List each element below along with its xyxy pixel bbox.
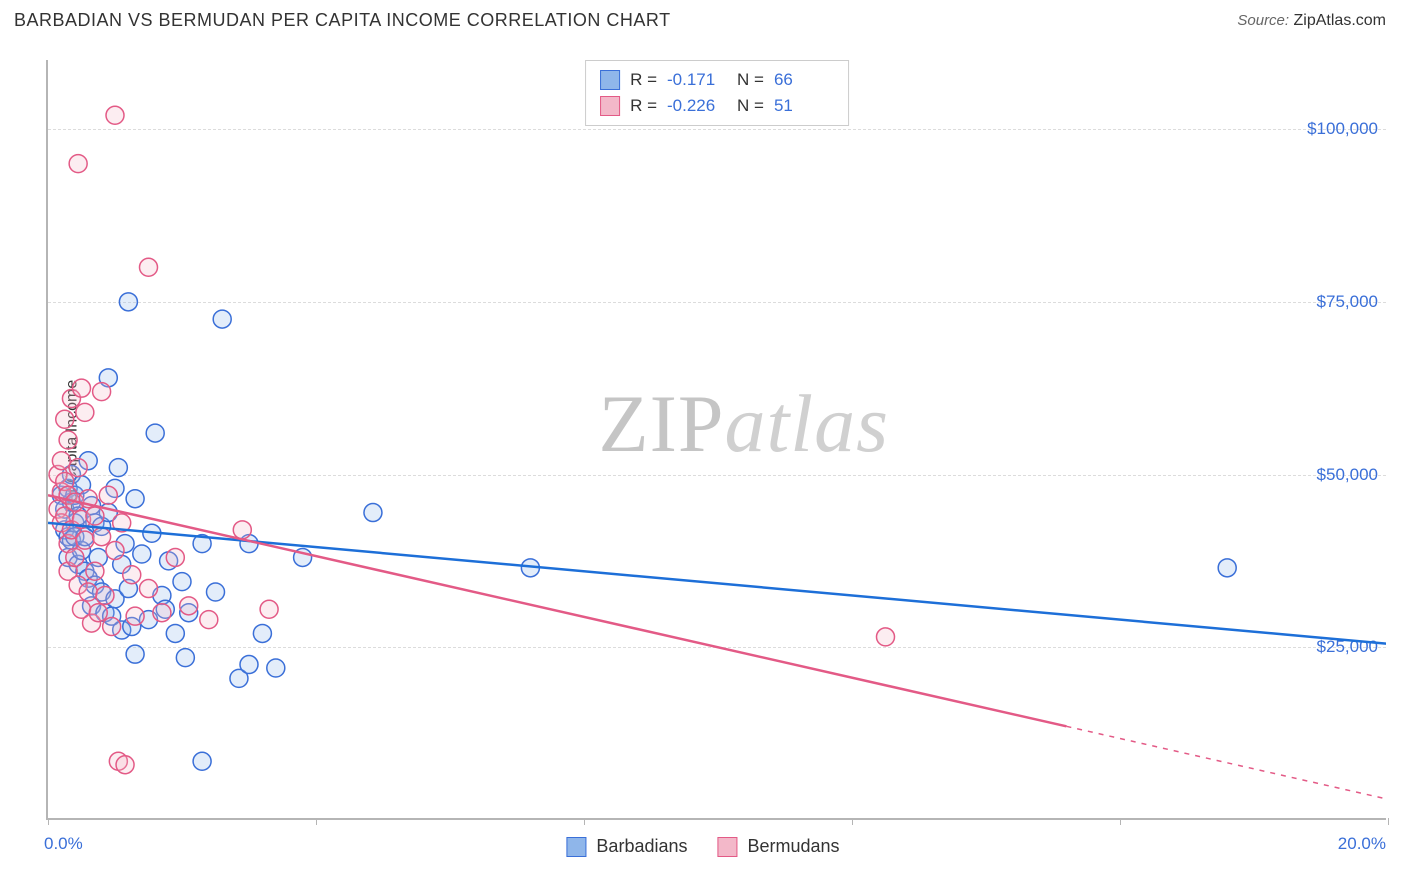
data-point [96,586,114,604]
data-point [79,583,97,601]
data-point [93,528,111,546]
x-tick-label-right: 20.0% [1338,834,1386,854]
n-value: 66 [774,67,834,93]
data-point [126,490,144,508]
r-label: R = [630,67,657,93]
source-value: ZipAtlas.com [1294,12,1386,29]
data-point [166,624,184,642]
stats-legend-row: R = -0.171 N = 66 [600,67,834,93]
data-point [200,611,218,629]
x-tick-mark [584,818,585,825]
data-point [76,403,94,421]
data-point [52,452,70,470]
data-point [76,531,94,549]
data-point [69,155,87,173]
x-tick-mark [852,818,853,825]
data-point [877,628,895,646]
data-point [89,604,107,622]
data-point [233,521,251,539]
data-point [173,573,191,591]
data-point [56,410,74,428]
n-value: 51 [774,93,834,119]
series-legend-item: Barbadians [566,836,687,857]
data-point [86,507,104,525]
trend-line-extrapolated [1066,726,1386,799]
legend-swatch [566,837,586,857]
scatter-svg [48,60,1386,818]
data-point [166,548,184,566]
data-point [126,607,144,625]
data-point [66,548,84,566]
x-tick-mark [1120,818,1121,825]
data-point [106,542,124,560]
series-legend-item: Bermudans [718,836,840,857]
data-point [73,379,91,397]
data-point [123,566,141,584]
chart-plot-area: ZIPatlas R =-0.171N =66R =-0.226N =51 $2… [46,60,1386,820]
stats-legend: R = -0.171 N = 66 R = -0.226 N = 51 [585,60,849,126]
data-point [93,383,111,401]
data-point [267,659,285,677]
data-point [153,604,171,622]
source-attribution: Source: ZipAtlas.com [1237,12,1386,30]
data-point [193,752,211,770]
data-point [133,545,151,563]
r-label: R = [630,93,657,119]
x-tick-mark [48,818,49,825]
data-point [99,486,117,504]
series-name: Bermudans [748,836,840,857]
data-point [260,600,278,618]
x-tick-mark [1388,818,1389,825]
data-point [176,649,194,667]
data-point [180,597,198,615]
source-label: Source: [1237,12,1289,29]
data-point [86,562,104,580]
data-point [126,645,144,663]
legend-swatch [600,70,620,90]
series-legend: Barbadians Bermudans [566,836,839,857]
data-point [140,580,158,598]
series-name: Barbadians [596,836,687,857]
chart-title: BARBADIAN VS BERMUDAN PER CAPITA INCOME … [14,10,671,31]
x-tick-mark [316,818,317,825]
data-point [103,618,121,636]
r-value: -0.171 [667,67,727,93]
data-point [240,656,258,674]
data-point [213,310,231,328]
data-point [59,431,77,449]
data-point [69,459,87,477]
n-label: N = [737,93,764,119]
data-point [146,424,164,442]
legend-swatch [718,837,738,857]
r-value: -0.226 [667,93,727,119]
data-point [116,756,134,774]
legend-swatch [600,96,620,116]
data-point [364,504,382,522]
data-point [207,583,225,601]
n-label: N = [737,67,764,93]
data-point [119,293,137,311]
x-tick-label-left: 0.0% [44,834,83,854]
stats-legend-row: R = -0.226 N = 51 [600,93,834,119]
trend-line [48,495,1066,726]
data-point [1218,559,1236,577]
data-point [109,459,127,477]
data-point [253,624,271,642]
data-point [140,258,158,276]
data-point [106,106,124,124]
